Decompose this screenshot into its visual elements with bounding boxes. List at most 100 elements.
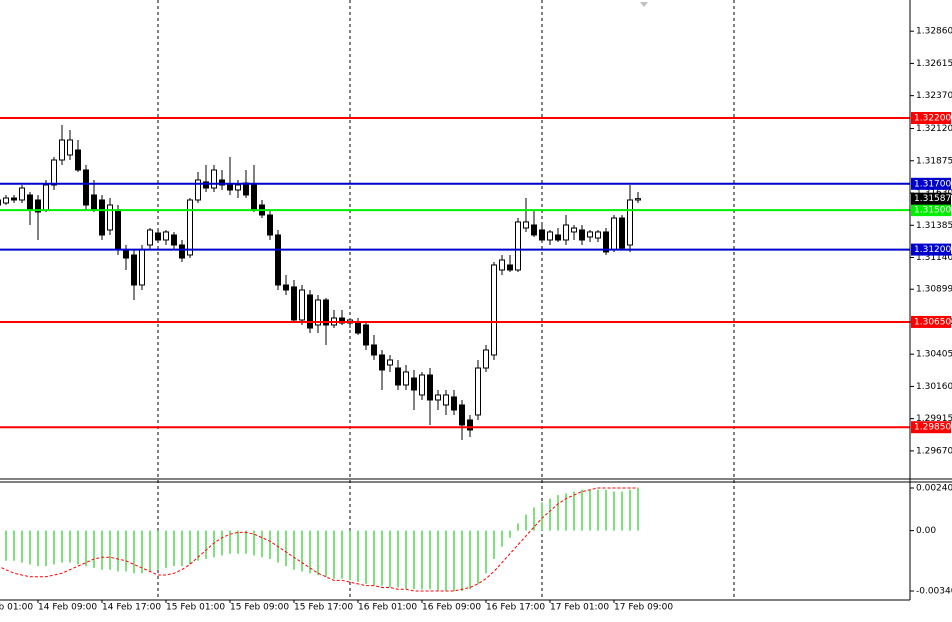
axis-area: 1.328601.326151.323701.321201.318751.316… <box>0 27 952 613</box>
candle-body <box>299 289 305 321</box>
bid-label: 1.31587 <box>914 194 951 204</box>
candle-body <box>107 204 113 231</box>
candle-body <box>395 367 401 386</box>
candle-body <box>19 187 25 201</box>
candle-body <box>51 159 57 186</box>
candle-body <box>27 194 33 211</box>
candle-body <box>243 182 249 196</box>
candle-body <box>59 139 65 161</box>
x-tick-label: 15 Feb 01:00 <box>166 603 225 613</box>
candle-body <box>219 179 225 186</box>
candle-body <box>451 396 457 411</box>
candle-body <box>563 224 569 241</box>
level-label: 1.31200 <box>914 245 951 255</box>
candle-body <box>323 299 329 326</box>
candle-body <box>435 394 441 401</box>
candle-body <box>595 231 601 239</box>
candle-body <box>291 286 297 321</box>
level-label: 1.30650 <box>914 317 951 327</box>
candle-body <box>3 197 9 204</box>
candle-body <box>251 184 257 211</box>
candle-body <box>523 221 529 229</box>
shift-marker <box>640 2 648 7</box>
candle-body <box>0 199 1 206</box>
x-tick-label: 15 Feb 17:00 <box>294 603 353 613</box>
level-label: 1.32200 <box>914 114 951 124</box>
signal-line <box>0 487 638 592</box>
candle-body <box>491 264 497 356</box>
y-tick-label: 1.32120 <box>916 124 952 134</box>
level-label: 1.29850 <box>914 423 951 433</box>
candle-body <box>227 184 233 191</box>
separators <box>157 0 735 600</box>
candle-body <box>187 199 193 256</box>
candle-body <box>619 217 625 249</box>
candle-body <box>419 374 425 396</box>
candle-body <box>443 394 449 406</box>
candle-body <box>635 198 641 201</box>
candle-body <box>123 249 129 259</box>
y-tick-label: 1.30160 <box>916 382 952 392</box>
y-tick-label: 1.32370 <box>916 91 952 101</box>
plot-area <box>0 117 910 592</box>
x-tick-label: 14 Feb 01:00 <box>0 603 33 613</box>
candle-body <box>355 322 361 334</box>
x-tick-label: 16 Feb 01:00 <box>358 603 417 613</box>
candle-body <box>43 184 49 211</box>
candle-body <box>531 224 537 236</box>
y-tick-label: 1.31385 <box>916 221 952 231</box>
y-tick-label: 1.31140 <box>916 253 952 263</box>
candle-body <box>587 231 593 238</box>
x-tick-label: 15 Feb 09:00 <box>230 603 289 613</box>
x-tick-label: 14 Feb 09:00 <box>38 603 97 613</box>
x-tick-label: 16 Feb 17:00 <box>486 603 545 613</box>
candle-body <box>427 374 433 401</box>
candle-body <box>515 221 521 271</box>
candle-body <box>131 254 137 286</box>
x-tick-label: 17 Feb 09:00 <box>614 603 673 613</box>
candle-body <box>363 324 369 346</box>
y-tick-label: 1.29670 <box>916 446 952 456</box>
candle-body <box>11 197 17 201</box>
x-tick-label: 17 Feb 01:00 <box>550 603 609 613</box>
candle-body <box>459 404 465 426</box>
level-label-box <box>911 315 951 328</box>
candle-body <box>235 184 241 191</box>
x-tick-label: 14 Feb 17:00 <box>102 603 161 613</box>
y-tick-label: 1.29915 <box>916 414 952 424</box>
candle-body <box>275 234 281 286</box>
y-tick-label: 1.32860 <box>916 27 952 37</box>
candle-body <box>547 231 553 241</box>
candle-body <box>75 149 81 171</box>
candle-body <box>155 232 161 241</box>
y-tick-label: 0.00240 <box>916 484 952 494</box>
candle-body <box>147 229 153 246</box>
y-tick-label: 1.30899 <box>916 285 952 295</box>
candle-body <box>379 354 385 371</box>
candle-body <box>411 377 417 391</box>
level-label-box <box>911 421 951 434</box>
candle-body <box>115 209 121 251</box>
candle-body <box>163 231 169 241</box>
y-tick-label: -0.00340 <box>916 587 952 597</box>
candle-body <box>403 371 409 386</box>
candle-body <box>267 214 273 236</box>
y-tick-label: 1.30405 <box>916 350 952 360</box>
bid-label-box <box>911 192 951 205</box>
candle-body <box>475 367 481 416</box>
candle-body <box>203 181 209 189</box>
candle-body <box>179 244 185 259</box>
y-tick-label: 0.00 <box>916 526 936 536</box>
x-tick-label: 16 Feb 09:00 <box>422 603 481 613</box>
candle-body <box>195 179 201 201</box>
candle-body <box>307 294 313 329</box>
level-label: 1.31500 <box>914 206 951 216</box>
candle-body <box>91 194 97 211</box>
candle-body <box>35 199 41 213</box>
candle-body <box>467 419 473 431</box>
candle-body <box>387 359 393 366</box>
candle-body <box>171 234 177 246</box>
candle-body <box>83 169 89 206</box>
candle-body <box>499 259 505 271</box>
